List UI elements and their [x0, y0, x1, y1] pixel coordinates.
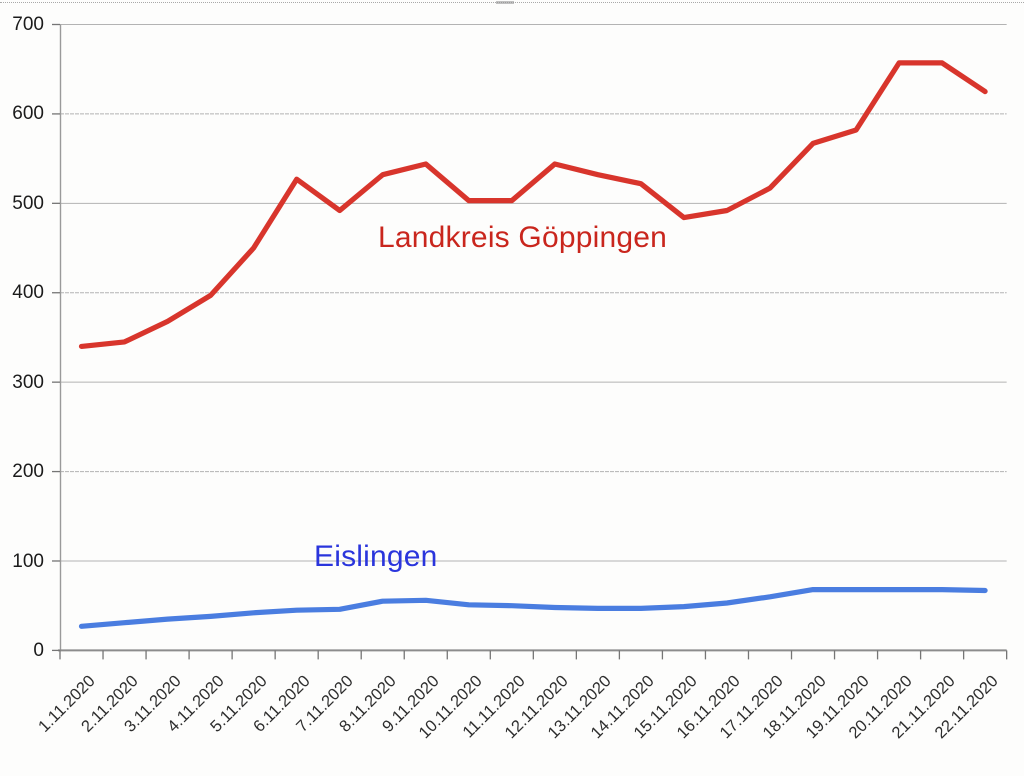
y-tick-label-200: 200 — [12, 461, 44, 483]
y-tick-label-0: 0 — [33, 639, 44, 661]
top-edge-artifact — [496, 1, 514, 4]
y-tick-label-400: 400 — [12, 282, 44, 304]
y-tick-label-700: 700 — [12, 14, 44, 35]
series-label-eislingen: Eislingen — [314, 540, 438, 573]
y-tick-label-500: 500 — [12, 192, 44, 214]
series-line-landkreis-goeppingen — [78, 60, 988, 349]
y-tick-label-300: 300 — [12, 371, 44, 393]
series-label-landkreis-goeppingen: Landkreis Göppingen — [378, 221, 668, 254]
y-tick-label-600: 600 — [12, 103, 44, 125]
y-tick-label-100: 100 — [12, 550, 44, 572]
series-line-eislingen — [78, 586, 988, 629]
